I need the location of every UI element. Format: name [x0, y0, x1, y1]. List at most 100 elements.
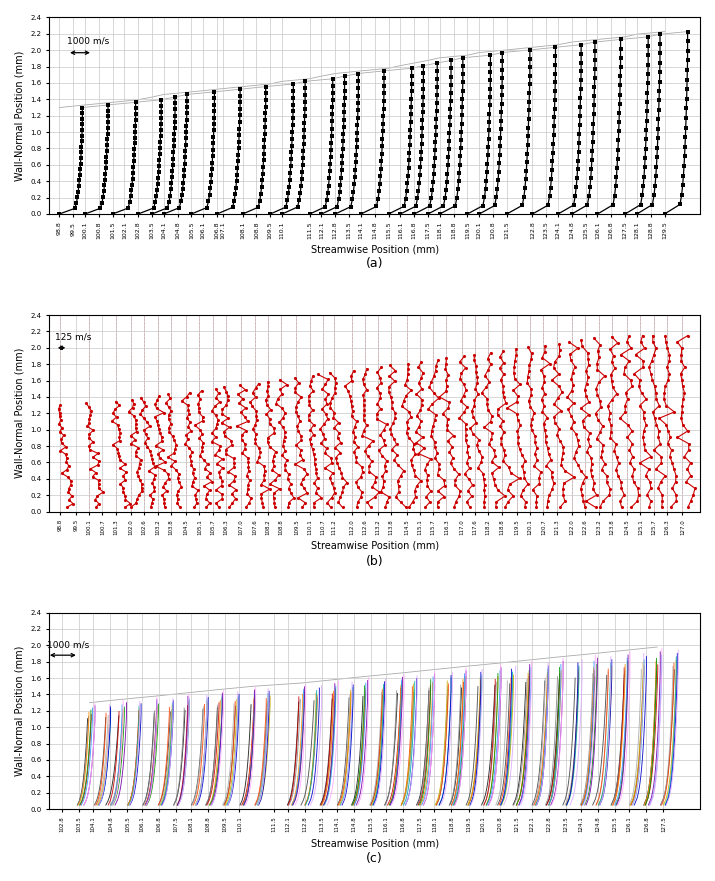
Point [76, 134, 87, 148]
Point [351, 414, 363, 428]
Point [339, 69, 350, 83]
Point [403, 362, 414, 376]
Point [643, 48, 654, 63]
Point [97, 189, 109, 204]
Point [473, 461, 484, 475]
Point [638, 437, 650, 451]
Point [445, 102, 456, 116]
Point [523, 364, 535, 378]
Point [363, 439, 375, 453]
Point [615, 41, 626, 56]
Point [326, 115, 337, 129]
Point [322, 373, 334, 387]
Point [274, 373, 285, 387]
Point [235, 95, 246, 109]
Point [332, 431, 343, 445]
Point [661, 360, 673, 374]
Point [132, 469, 144, 483]
Point [632, 481, 644, 495]
Point [114, 433, 125, 448]
Point [541, 458, 552, 472]
Point [188, 463, 199, 477]
Point [362, 449, 373, 463]
Point [618, 366, 630, 381]
Point [579, 382, 591, 396]
Point [79, 207, 91, 221]
Point [221, 398, 232, 412]
Point [489, 198, 500, 212]
Point [245, 492, 257, 506]
Point [583, 396, 595, 410]
Point [577, 414, 588, 428]
Point [285, 152, 297, 167]
Point [159, 492, 170, 507]
Point [320, 407, 332, 421]
Point [244, 473, 255, 487]
Point [327, 411, 339, 425]
Point [262, 431, 274, 445]
Point [114, 398, 125, 412]
Point [610, 180, 621, 194]
Point [128, 409, 139, 423]
Point [190, 492, 202, 506]
Point [494, 350, 506, 364]
Point [117, 485, 129, 499]
Point [383, 385, 395, 399]
Point [479, 369, 490, 383]
Point [584, 439, 596, 453]
Point [84, 411, 95, 426]
Point [454, 372, 465, 386]
Point [268, 486, 280, 500]
Point [431, 88, 443, 102]
Point [496, 71, 508, 85]
Point [470, 359, 482, 373]
Point [93, 473, 104, 487]
Point [681, 463, 693, 477]
Point [268, 421, 280, 435]
Point [654, 37, 666, 51]
Point [283, 482, 295, 496]
Point [387, 396, 398, 410]
Point [179, 163, 190, 177]
Point [636, 189, 648, 203]
Point [574, 100, 586, 115]
Point [282, 472, 293, 486]
Point [671, 469, 682, 483]
Point [431, 64, 443, 78]
Point [300, 88, 311, 102]
Point [138, 424, 149, 438]
Point [338, 113, 350, 127]
Point [642, 85, 654, 100]
Point [269, 496, 280, 510]
Point [327, 78, 338, 93]
Point [102, 115, 114, 130]
Point [282, 193, 293, 207]
Point [485, 346, 496, 360]
Point [487, 426, 498, 440]
Point [184, 415, 196, 429]
Point [457, 59, 468, 73]
Point [65, 474, 77, 488]
Point [159, 500, 170, 515]
Point [209, 448, 221, 462]
Point [237, 446, 248, 460]
Point [290, 404, 302, 418]
Point [357, 429, 368, 443]
Point [213, 386, 225, 400]
Point [484, 99, 495, 113]
Point [203, 194, 214, 208]
Point [231, 174, 242, 189]
Point [270, 445, 281, 459]
Point [431, 72, 443, 86]
Point [307, 369, 318, 383]
Point [181, 87, 192, 101]
Point [536, 363, 547, 377]
Point [581, 389, 592, 403]
Point [588, 107, 599, 122]
Point [210, 483, 222, 497]
Point [601, 476, 612, 490]
Point [348, 177, 360, 191]
Point [485, 432, 497, 446]
Point [445, 54, 457, 68]
Point [649, 443, 660, 457]
